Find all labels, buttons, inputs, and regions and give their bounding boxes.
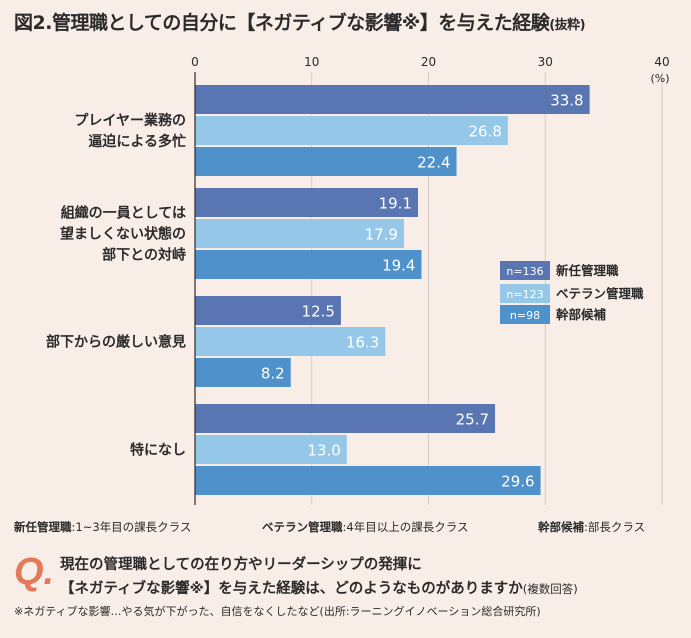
question-text-line1: 現在の管理職としての在り方やリーダーシップの発揮に [60, 557, 422, 573]
bar-value-label: 13.0 [307, 442, 340, 460]
note-desc: :部長クラス [584, 520, 646, 534]
legend-swatch [500, 305, 550, 324]
x-unit-label: (%) [650, 72, 669, 85]
bar [195, 358, 291, 387]
bar-value-label: 8.2 [261, 365, 285, 383]
footnote: ※ネガティブな影響…やる気が下がった、自信をなくしたなど(出所:ラーニングイノベ… [14, 605, 541, 618]
bar [195, 296, 341, 325]
bar [195, 466, 541, 495]
legend-swatch [500, 261, 550, 280]
legend-n-label: n=136 [506, 265, 543, 278]
category-label: 逼迫による多忙 [88, 133, 186, 150]
category-label: 組織の一員としては [61, 205, 186, 222]
legend-label: 新任管理職 [556, 263, 619, 278]
category-label: プレイヤー業務の [74, 112, 186, 129]
note-desc: :1~3年目の課長クラス [71, 520, 192, 534]
bar [195, 435, 347, 464]
bar-value-label: 33.8 [550, 92, 583, 110]
x-tick-label: 40 [654, 55, 669, 69]
note-term: 幹部候補 [538, 520, 584, 534]
category-label: 部下からの厳しい意見 [46, 334, 186, 351]
x-tick-label: 20 [421, 55, 436, 69]
series-definitions: 新任管理職:1~3年目の課長クラス ベテラン管理職:4年目以上の課長クラス 幹部… [14, 519, 684, 539]
chart-title-sub: (抜粋) [549, 18, 586, 33]
legend-label: 幹部候補 [556, 307, 607, 322]
bar [195, 327, 386, 356]
bar [195, 250, 422, 279]
x-tick-label: 10 [304, 55, 319, 69]
legend-n-label: n=98 [510, 309, 540, 322]
bar-value-label: 26.8 [468, 123, 501, 141]
bar [195, 85, 590, 114]
bar-value-label: 19.4 [382, 257, 415, 275]
note-desc: :4年目以上の課長クラス [342, 520, 469, 534]
category-label: 特になし [130, 442, 186, 459]
question-text-main: 【ネガティブな影響※】を与えた経験は、どのようなものがありますか [60, 581, 523, 597]
bar-value-label: 29.6 [501, 473, 534, 491]
bar-value-label: 25.7 [456, 411, 489, 429]
bar [195, 188, 418, 217]
note-term: 新任管理職 [14, 520, 72, 534]
bar-value-label: 12.5 [302, 303, 335, 321]
bar-value-label: 17.9 [365, 226, 398, 244]
note-veteran-manager: ベテラン管理職:4年目以上の課長クラス [262, 519, 468, 535]
bar-value-label: 16.3 [346, 334, 379, 352]
x-tick-label: 0 [191, 55, 199, 69]
chart-title-main: 図2.管理職としての自分に【ネガティブな影響※】を与えた経験 [14, 12, 550, 34]
legend-swatch [500, 284, 550, 303]
category-label: 望ましくない状態の [60, 226, 186, 243]
note-term: ベテラン管理職 [262, 520, 343, 534]
legend-n-label: n=123 [506, 288, 543, 301]
bar [195, 116, 508, 145]
bar [195, 219, 404, 248]
bar-value-label: 22.4 [417, 154, 450, 172]
question-mark-label: Q. [14, 551, 55, 593]
note-executive-candidate: 幹部候補:部長クラス [538, 519, 645, 535]
question-multiple-answer-note: (複数回答) [522, 582, 578, 596]
bar [195, 404, 496, 433]
question-text-line2: 【ネガティブな影響※】を与えた経験は、どのようなものがありますか(複数回答) [60, 577, 578, 598]
legend-label: ベテラン管理職 [556, 286, 644, 301]
bar [195, 147, 457, 176]
bar-value-label: 19.1 [379, 195, 412, 213]
x-tick-label: 30 [538, 55, 553, 69]
note-new-manager: 新任管理職:1~3年目の課長クラス [14, 519, 191, 535]
category-label: 部下との対峙 [102, 247, 186, 264]
chart-title: 図2.管理職としての自分に【ネガティブな影響※】を与えた経験(抜粋) [14, 8, 684, 35]
